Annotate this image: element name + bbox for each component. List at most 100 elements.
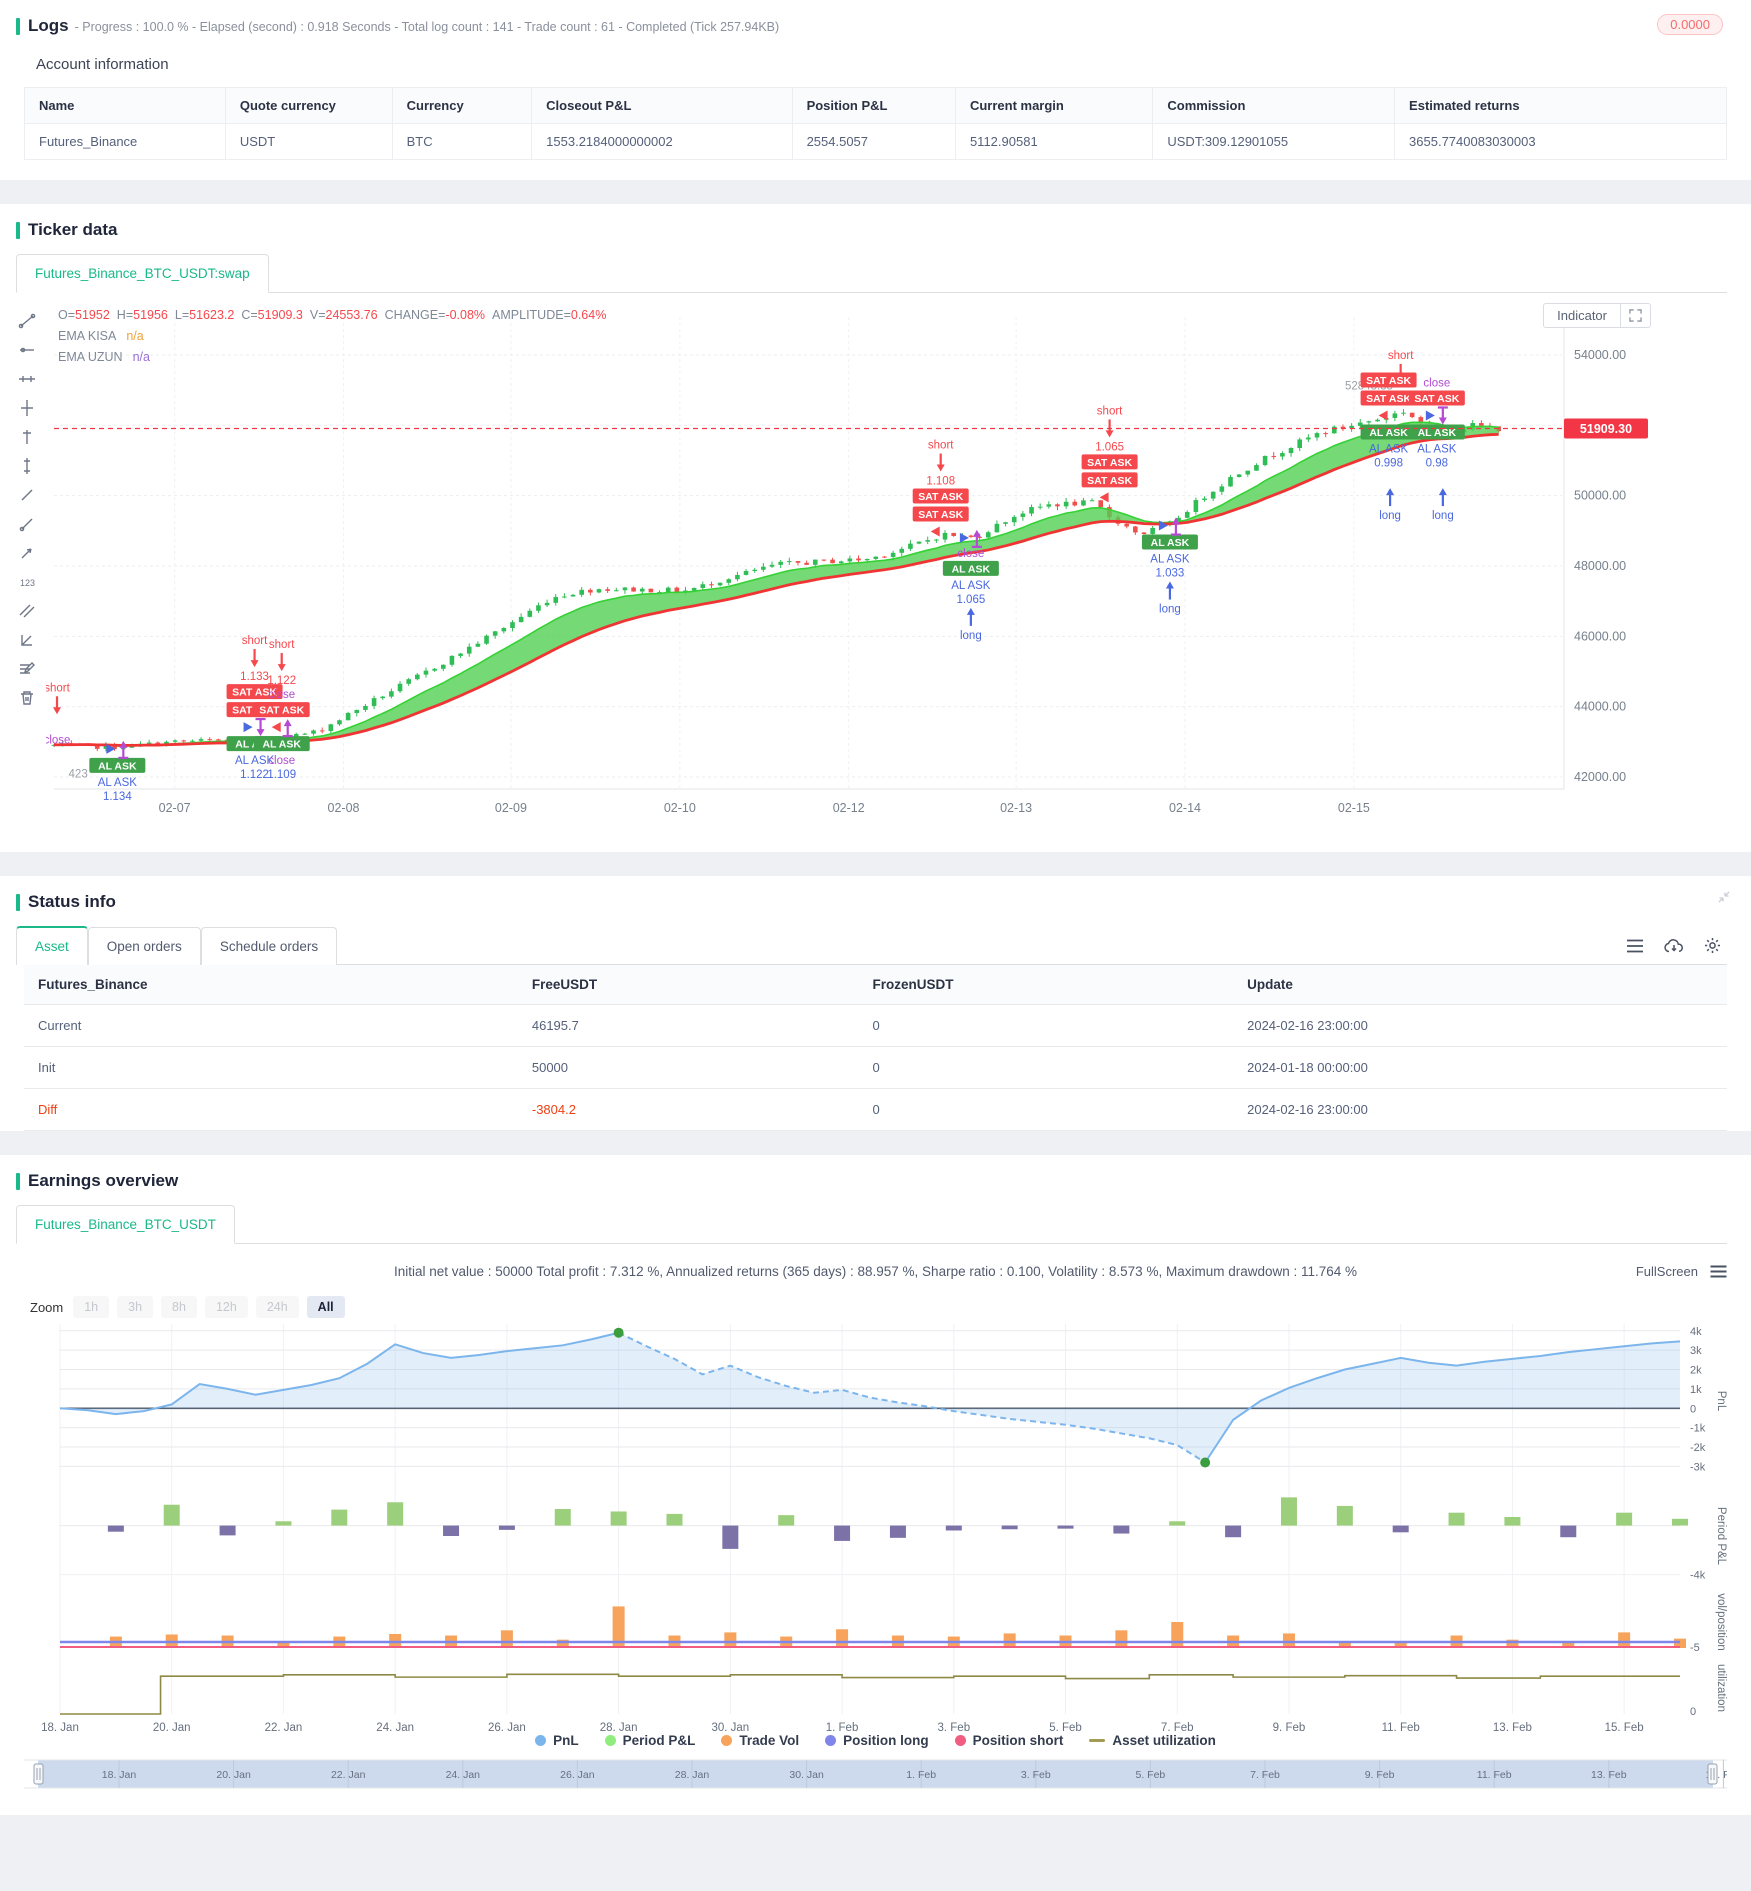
svg-text:AL ASK: AL ASK [98, 760, 137, 772]
menu-icon[interactable] [1626, 939, 1644, 953]
tool-ray-icon[interactable] [17, 514, 37, 534]
svg-text:1.033: 1.033 [1156, 568, 1185, 580]
svg-text:short: short [242, 635, 268, 647]
zoom-1h-button[interactable]: 1h [73, 1296, 110, 1318]
svg-text:close: close [46, 734, 70, 746]
svg-text:50000.00: 50000.00 [1574, 489, 1626, 503]
row-label-diff: Diff [24, 1088, 518, 1131]
svg-text:short: short [1097, 405, 1123, 417]
settings-gear-icon[interactable] [1704, 937, 1721, 954]
chart-fullscreen-button[interactable] [1621, 303, 1651, 328]
legend-label: Period P&L [622, 1733, 696, 1748]
legend-item-position-long[interactable]: Position long [825, 1733, 929, 1748]
section-accent-bar [16, 17, 20, 35]
zoom-3h-button[interactable]: 3h [117, 1296, 154, 1318]
svg-text:0.998: 0.998 [1374, 457, 1403, 469]
svg-text:28. Jan: 28. Jan [600, 1722, 638, 1734]
svg-text:AL ASK: AL ASK [1150, 554, 1190, 566]
trade-vol-bar [1338, 1641, 1351, 1648]
legend-item-trade-vol[interactable]: Trade Vol [721, 1733, 799, 1748]
legend-item-period-p-l[interactable]: Period P&L [604, 1733, 696, 1748]
collapse-panel-button[interactable] [1717, 890, 1731, 909]
tool-parallel-channel-icon[interactable] [17, 601, 37, 621]
col-closeout-pnl: Closeout P&L [531, 87, 793, 124]
zoom-24h-button[interactable]: 24h [255, 1296, 299, 1318]
svg-text:26. Jan: 26. Jan [560, 1769, 595, 1781]
trade-vol-bar [612, 1606, 625, 1648]
legend-item-pnl[interactable]: PnL [535, 1733, 579, 1748]
pnl-line [1204, 1340, 1681, 1464]
current-frozen: 0 [858, 1004, 1234, 1047]
zoom-all-button[interactable]: All [306, 1296, 345, 1318]
earnings-overview-panel: Earnings overview Futures_Binance_BTC_US… [0, 1155, 1751, 1815]
svg-text:5. Feb: 5. Feb [1049, 1722, 1082, 1734]
tool-angle-icon[interactable] [17, 630, 37, 650]
svg-text:1.133: 1.133 [240, 671, 269, 683]
svg-text:close: close [957, 548, 984, 560]
tool-price-note-icon[interactable]: 123 [17, 572, 37, 592]
svg-text:PnL: PnL [1715, 1391, 1727, 1412]
tool-arrow-line-icon[interactable] [17, 543, 37, 563]
exit-triangle [1099, 492, 1109, 503]
tab-futures-binance-btc-usdt[interactable]: Futures_Binance_BTC_USDT [16, 1205, 235, 1244]
legend-marker [721, 1735, 733, 1746]
legend-label: Position long [843, 1733, 929, 1748]
period-pnl-bar [107, 1525, 124, 1532]
chart-context-menu-icon[interactable] [1710, 1265, 1727, 1278]
svg-text:AL ASK: AL ASK [235, 755, 275, 767]
buy-badge [942, 560, 999, 576]
tab-asset[interactable]: Asset [16, 926, 88, 965]
svg-text:44000.00: 44000.00 [1574, 700, 1626, 714]
svg-text:20. Jan: 20. Jan [153, 1722, 191, 1734]
cell-closeout-pnl: 1553.2184000000002 [531, 123, 793, 160]
tool-segment-icon[interactable] [17, 485, 37, 505]
zoom-label: Zoom [30, 1299, 64, 1315]
candlestick-chart[interactable]: 54000.0052000.0050000.0048000.0046000.00… [46, 297, 1706, 842]
svg-text:123: 123 [20, 578, 35, 588]
zoom-8h-button[interactable]: 8h [161, 1296, 197, 1318]
svg-text:3k: 3k [1690, 1345, 1702, 1357]
tool-price-line-icon[interactable] [17, 427, 37, 447]
period-pnl-bar [945, 1525, 962, 1531]
pnl-area [60, 1332, 1680, 1463]
tool-cross-line-icon[interactable] [17, 398, 37, 418]
svg-text:AL ASK: AL ASK [98, 777, 138, 789]
navigator-handle-left[interactable] [33, 1763, 44, 1785]
tool-edit-lines-icon[interactable] [17, 659, 37, 679]
period-pnl-bar [1616, 1512, 1633, 1526]
row-label-current[interactable]: Current [24, 1004, 518, 1047]
tool-trendline-icon[interactable] [17, 311, 37, 331]
tab-open-orders[interactable]: Open orders [87, 927, 201, 965]
indicator-button[interactable]: Indicator [1543, 303, 1621, 328]
tool-trash-icon[interactable] [17, 688, 37, 708]
svg-text:1. Feb: 1. Feb [906, 1769, 936, 1781]
fullscreen-button[interactable]: FullScreen [1635, 1263, 1698, 1279]
tool-vertical-line-icon[interactable] [17, 456, 37, 476]
svg-text:SAT ASK: SAT ASK [1366, 393, 1411, 405]
current-price-badge [1564, 418, 1648, 439]
buy-badge [89, 757, 146, 773]
legend-item-position-short[interactable]: Position short [954, 1733, 1063, 1748]
zoom-12h-button[interactable]: 12h [204, 1296, 248, 1318]
profit-badge[interactable]: 0.0000 [1657, 14, 1723, 35]
cloud-download-icon[interactable] [1664, 938, 1684, 954]
tool-horizontal-ray-icon[interactable] [17, 340, 37, 360]
svg-text:AL ASK: AL ASK [1417, 443, 1457, 455]
tab-schedule-orders[interactable]: Schedule orders [200, 927, 338, 965]
trade-vol-bar [1674, 1638, 1686, 1648]
legend-label: Asset utilization [1112, 1733, 1216, 1748]
tab-futures-binance-btc-usdt-swap[interactable]: Futures_Binance_BTC_USDT:swap [16, 254, 269, 293]
col-update: Update [1233, 965, 1727, 1005]
period-pnl-bar [722, 1525, 739, 1549]
chart-navigator[interactable]: 18. Jan 20. Jan 22. Jan 24. Jan 26. Jan 28. J… [24, 1754, 1741, 1794]
earnings-chart[interactable]: 18. Jan 20. Jan 22. Jan 24. Jan 26. Jan 28. J… [24, 1320, 1727, 1738]
tool-extended-line-icon[interactable] [17, 369, 37, 389]
legend-item-asset-utilization[interactable]: Asset utilization [1089, 1733, 1216, 1748]
logs-progress-meta: - Progress : 100.0 % - Elapsed (second) … [74, 20, 780, 34]
navigator-handle-right[interactable] [1707, 1763, 1718, 1785]
svg-text:vol/position: vol/position [1715, 1593, 1727, 1651]
performance-stats: Initial net value : 50000 Total profit :… [393, 1263, 1358, 1279]
svg-text:02-15: 02-15 [1338, 801, 1370, 815]
svg-text:24. Jan: 24. Jan [446, 1769, 481, 1781]
svg-text:42000.00: 42000.00 [1574, 770, 1626, 784]
